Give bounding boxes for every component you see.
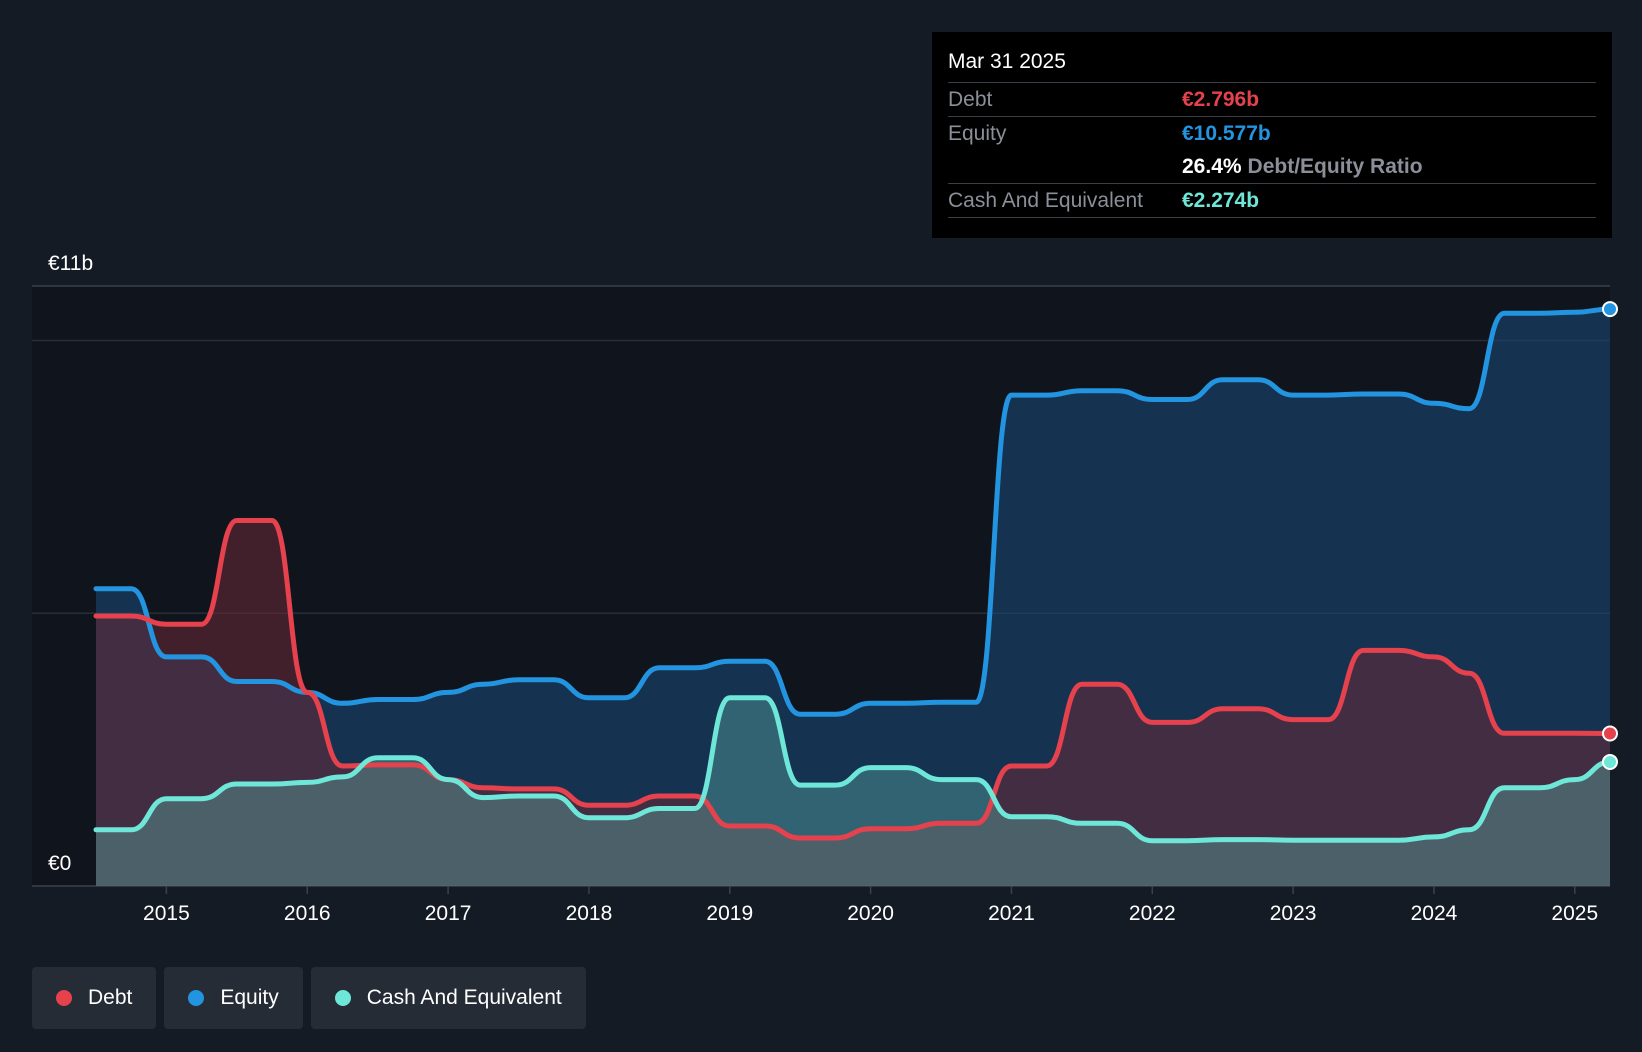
y-axis-top-label: €11b [48,252,93,275]
series-end-markers [1602,301,1618,770]
tooltip-date: Mar 31 2025 [948,46,1596,83]
cash-dot-icon [334,990,351,1006]
legend-cash-label: Cash And Equivalent [366,986,562,1009]
tooltip-equity-row: Equity €10.577b [948,117,1596,150]
tooltip-cash-label: Cash And Equivalent [948,189,1143,212]
x-tick-label-2015: 2015 [143,902,190,925]
x-tick-label-2025: 2025 [1551,902,1598,925]
legend-item-equity[interactable]: Equity [164,967,303,1029]
legend: Debt Equity Cash And Equivalent [32,967,586,1029]
tooltip-ratio-spacer [948,150,1182,183]
x-axis: 2015 2016 2017 2018 2019 2020 2021 2022 2023 2024… [143,886,1598,925]
x-tick-label-2024: 2024 [1411,902,1458,925]
x-tick-label-2016: 2016 [284,902,331,925]
equity-line [93,306,1613,717]
tooltip-equity-value: €10.577b [1182,122,1271,145]
cash-and-equivalent-area [96,697,1610,886]
debt-end-marker [1602,725,1618,742]
x-tick-label-2021: 2021 [988,902,1035,925]
x-tick-label-2019: 2019 [706,902,753,925]
debt-line [93,518,1613,841]
x-tick-label-2017: 2017 [425,902,472,925]
legend-debt-label: Debt [88,986,133,1009]
tooltip-debt-row: Debt €2.796b [948,83,1596,117]
x-tick-label-2023: 2023 [1270,902,1317,925]
equity-dot-icon [188,990,205,1006]
tooltip-ratio-row: 26.4% Debt/Equity Ratio [948,150,1596,184]
y-axis-zero-label: €0 [48,852,71,875]
tooltip-cash-row: Cash And Equivalent €2.274b [948,184,1596,218]
cash-and-equivalent-end-marker [1602,753,1618,770]
cash-and-equivalent-line [93,695,1613,844]
series-lines [93,306,1613,844]
tooltip-equity-label: Equity [948,122,1007,145]
tooltip-ratio-value: 26.4% [1182,155,1242,178]
x-tick-label-2018: 2018 [566,902,613,925]
legend-item-cash[interactable]: Cash And Equivalent [310,967,586,1029]
x-tick-label-2022: 2022 [1129,902,1176,925]
x-tick-label-2020: 2020 [847,902,894,925]
tooltip-cash-value: €2.274b [1182,189,1260,212]
tooltip-debt-label: Debt [948,88,993,111]
debt-dot-icon [56,990,72,1006]
equity-end-marker [1602,301,1618,318]
tooltip-debt-value: €2.796b [1182,88,1260,111]
legend-item-debt[interactable]: Debt [32,967,157,1029]
tooltip-panel: Mar 31 2025 Debt €2.796b Equity €10.577b… [932,32,1612,238]
tooltip-ratio-label: Debt/Equity Ratio [1247,155,1423,178]
legend-equity-label: Equity [220,986,279,1009]
